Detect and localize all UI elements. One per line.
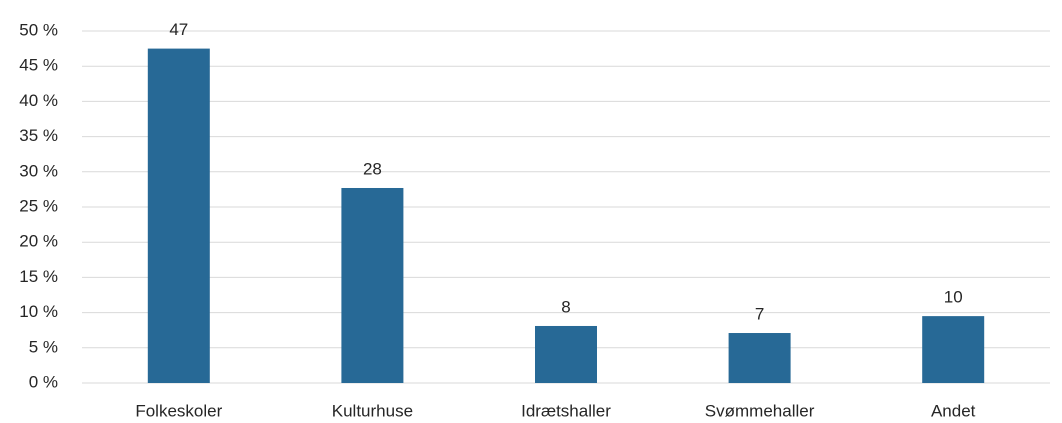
y-tick-label: 0 % — [29, 372, 58, 391]
x-tick-label: Kulturhuse — [332, 401, 413, 420]
x-tick-label: Folkeskoler — [135, 401, 222, 420]
x-tick-label: Idrætshaller — [521, 401, 611, 420]
y-tick-label: 20 % — [19, 232, 58, 251]
y-tick-label: 5 % — [29, 337, 58, 356]
x-tick-label: Andet — [931, 401, 976, 420]
y-tick-label: 40 % — [19, 91, 58, 110]
y-tick-label: 50 % — [19, 20, 58, 39]
x-tick-label: Svømmehaller — [705, 401, 815, 420]
bar — [922, 316, 985, 383]
data-label: 7 — [755, 305, 764, 324]
y-tick-label: 25 % — [19, 196, 58, 215]
y-tick-label: 35 % — [19, 126, 58, 145]
y-tick-label: 30 % — [19, 161, 58, 180]
data-label: 28 — [363, 159, 382, 178]
y-tick-label: 45 % — [19, 56, 58, 75]
bar — [147, 48, 210, 383]
y-tick-label: 10 % — [19, 302, 58, 321]
bar — [341, 187, 404, 383]
data-label: 47 — [169, 20, 188, 39]
bar — [535, 325, 597, 383]
bar — [728, 333, 791, 383]
data-label: 10 — [944, 288, 963, 307]
y-tick-label: 15 % — [19, 267, 58, 286]
data-label: 8 — [561, 297, 570, 316]
